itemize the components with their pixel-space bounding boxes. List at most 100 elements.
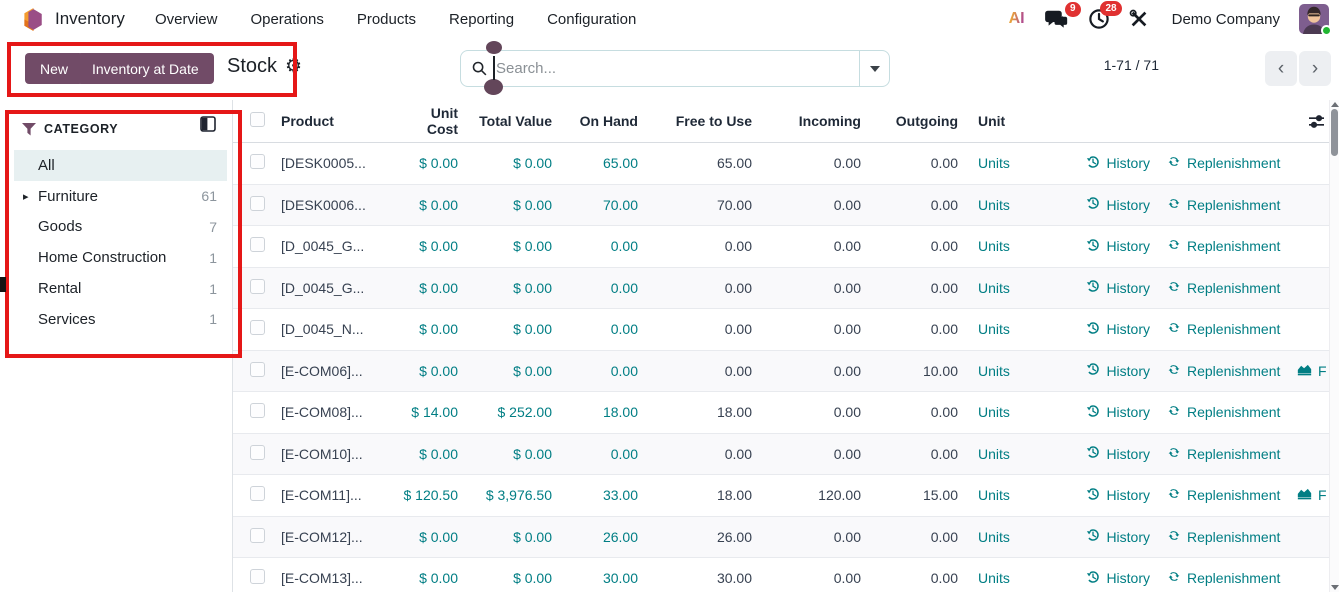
sidebar-item-rental[interactable]: Rental 1 — [14, 273, 227, 304]
ai-icon[interactable]: AI — [1008, 10, 1025, 27]
menu-reporting[interactable]: Reporting — [449, 10, 515, 28]
history-link[interactable]: History — [1060, 362, 1158, 379]
header-free-to-use[interactable]: Free to Use — [675, 113, 752, 129]
history-link[interactable]: History — [1060, 404, 1158, 421]
on-hand-cell[interactable]: 0.00 — [610, 238, 638, 255]
unit-cost-cell[interactable]: $ 0.00 — [419, 321, 458, 338]
scroll-up-arrow-icon[interactable] — [1331, 102, 1339, 107]
product-cell[interactable]: [E-COM10]... — [281, 445, 363, 462]
on-hand-cell[interactable]: 0.00 — [610, 321, 638, 338]
unit-cost-cell[interactable]: $ 0.00 — [419, 445, 458, 462]
total-value-cell[interactable]: $ 252.00 — [497, 404, 553, 421]
unit-cost-cell[interactable]: $ 0.00 — [419, 196, 458, 213]
scroll-down-arrow-icon[interactable] — [1331, 585, 1339, 590]
company-name[interactable]: Demo Company — [1171, 10, 1280, 28]
replenishment-link[interactable]: Replenishment — [1158, 321, 1290, 337]
total-value-cell[interactable]: $ 0.00 — [513, 445, 552, 462]
unit-cost-cell[interactable]: $ 0.00 — [419, 570, 458, 587]
unit-cost-cell[interactable]: $ 14.00 — [411, 404, 458, 421]
product-cell[interactable]: [DESK0006... — [281, 196, 366, 213]
replenishment-link[interactable]: Replenishment — [1158, 280, 1290, 296]
total-value-cell[interactable]: $ 0.00 — [513, 279, 552, 296]
row-checkbox[interactable] — [250, 278, 265, 294]
header-incoming[interactable]: Incoming — [798, 113, 861, 129]
on-hand-cell[interactable]: 30.00 — [602, 570, 638, 587]
forecast-link[interactable]: F — [1290, 363, 1339, 379]
units-link[interactable]: Units — [978, 362, 1010, 379]
units-link[interactable]: Units — [978, 528, 1010, 545]
unit-cost-cell[interactable]: $ 0.00 — [419, 362, 458, 379]
header-product[interactable]: Product — [281, 113, 334, 129]
replenishment-link[interactable]: Replenishment — [1158, 363, 1290, 379]
history-link[interactable]: History — [1060, 570, 1158, 587]
menu-configuration[interactable]: Configuration — [547, 10, 637, 28]
replenishment-link[interactable]: Replenishment — [1158, 570, 1290, 586]
menu-operations[interactable]: Operations — [250, 10, 324, 28]
total-value-cell[interactable]: $ 0.00 — [513, 528, 552, 545]
units-link[interactable]: Units — [978, 279, 1010, 296]
on-hand-cell[interactable]: 0.00 — [610, 362, 638, 379]
total-value-cell[interactable]: $ 0.00 — [513, 155, 552, 172]
panel-toggle-icon[interactable] — [200, 116, 216, 137]
header-on-hand[interactable]: On Hand — [579, 113, 638, 129]
units-link[interactable]: Units — [978, 570, 1010, 587]
history-link[interactable]: History — [1060, 238, 1158, 255]
history-link[interactable]: History — [1060, 321, 1158, 338]
replenishment-link[interactable]: Replenishment — [1158, 404, 1290, 420]
forecast-link[interactable]: F — [1290, 487, 1339, 503]
replenishment-link[interactable]: Replenishment — [1158, 446, 1290, 462]
menu-products[interactable]: Products — [356, 10, 417, 28]
search-dropdown-toggle[interactable] — [859, 51, 889, 86]
messages-button[interactable]: 9 — [1044, 1, 1081, 30]
unit-cost-cell[interactable]: $ 0.00 — [419, 155, 458, 172]
replenishment-link[interactable]: Replenishment — [1158, 155, 1290, 171]
sidebar-item-furniture[interactable]: ▸ Furniture 61 — [14, 181, 227, 212]
replenishment-link[interactable]: Replenishment — [1158, 238, 1290, 254]
activities-button[interactable]: 28 — [1088, 1, 1122, 30]
unit-cost-cell[interactable]: $ 0.00 — [419, 528, 458, 545]
history-link[interactable]: History — [1060, 528, 1158, 545]
product-cell[interactable]: [D_0045_G... — [281, 279, 365, 296]
total-value-cell[interactable]: $ 0.00 — [513, 238, 552, 255]
total-value-cell[interactable]: $ 0.00 — [513, 321, 552, 338]
units-link[interactable]: Units — [978, 321, 1010, 338]
product-cell[interactable]: [D_0045_G... — [281, 238, 365, 255]
product-cell[interactable]: [E-COM06]... — [281, 362, 363, 379]
unit-cost-cell[interactable]: $ 0.00 — [419, 279, 458, 296]
row-checkbox[interactable] — [250, 237, 265, 253]
next-page-button[interactable]: › — [1299, 51, 1331, 86]
inventory-at-date-button[interactable]: Inventory at Date — [77, 53, 214, 84]
units-link[interactable]: Units — [978, 196, 1010, 213]
debug-tools-button[interactable] — [1129, 9, 1149, 29]
unit-cost-cell[interactable]: $ 0.00 — [419, 238, 458, 255]
total-value-cell[interactable]: $ 0.00 — [513, 570, 552, 587]
history-link[interactable]: History — [1060, 487, 1158, 504]
total-value-cell[interactable]: $ 0.00 — [513, 196, 552, 213]
on-hand-cell[interactable]: 70.00 — [602, 196, 638, 213]
product-cell[interactable]: [D_0045_N... — [281, 321, 364, 338]
vertical-scrollbar[interactable] — [1329, 100, 1339, 592]
row-checkbox[interactable] — [250, 444, 265, 460]
search-input[interactable] — [488, 60, 859, 77]
header-outgoing[interactable]: Outgoing — [895, 113, 958, 129]
row-checkbox[interactable] — [250, 154, 265, 170]
row-checkbox[interactable] — [250, 361, 265, 377]
header-unit[interactable]: Unit — [978, 113, 1006, 129]
replenishment-link[interactable]: Replenishment — [1158, 529, 1290, 545]
row-checkbox[interactable] — [250, 403, 265, 419]
product-cell[interactable]: [E-COM08]... — [281, 404, 363, 421]
inventory-app-icon[interactable] — [22, 7, 45, 32]
units-link[interactable]: Units — [978, 155, 1010, 172]
unit-cost-cell[interactable]: $ 120.50 — [403, 487, 459, 504]
on-hand-cell[interactable]: 33.00 — [602, 487, 638, 504]
history-link[interactable]: History — [1060, 445, 1158, 462]
history-link[interactable]: History — [1060, 196, 1158, 213]
app-name[interactable]: Inventory — [55, 9, 125, 28]
on-hand-cell[interactable]: 26.00 — [602, 528, 638, 545]
product-cell[interactable]: [E-COM11]... — [281, 487, 362, 504]
on-hand-cell[interactable]: 65.00 — [602, 155, 638, 172]
units-link[interactable]: Units — [978, 238, 1010, 255]
units-link[interactable]: Units — [978, 487, 1010, 504]
product-cell[interactable]: [DESK0005... — [281, 155, 366, 172]
user-avatar[interactable] — [1299, 4, 1332, 36]
